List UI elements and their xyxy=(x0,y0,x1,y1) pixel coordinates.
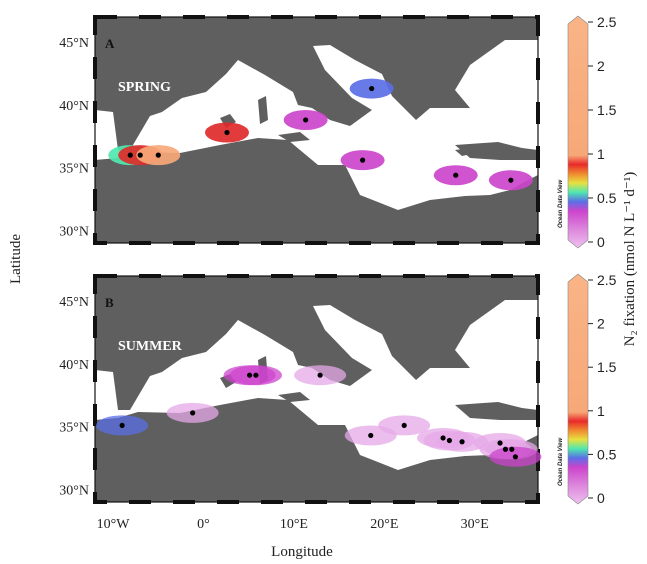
panel-letter-a: A xyxy=(105,36,115,51)
station-dot-summer-2 xyxy=(190,410,196,416)
odv-watermark-b: Ocean Data View xyxy=(558,438,564,486)
season-label-summer: SUMMER xyxy=(118,339,183,354)
colorbar-panel-b: Ocean Data View 2.5 2 1.5 1 0.5 0 xyxy=(558,272,617,506)
y-ticks-panel-b: 45°N 40°N 35°N 30°N xyxy=(59,295,89,498)
station-dot-summer-7 xyxy=(401,422,407,429)
colorbar-tick-label: 0.5 xyxy=(597,446,617,462)
station-dot-summer-3 xyxy=(246,372,253,378)
station-dot-spring-8 xyxy=(453,172,459,178)
land-panel-b xyxy=(95,276,538,502)
colorbar-tick-label: 0 xyxy=(597,490,605,506)
station-dot-spring-1 xyxy=(127,152,133,158)
station-dot-summer-12 xyxy=(502,446,509,452)
station-dot-summer-9 xyxy=(446,437,452,444)
station-dot-summer-5 xyxy=(317,372,323,378)
colorbar-tick-label: 1 xyxy=(597,403,605,419)
map-panel-b: B SUMMER xyxy=(93,274,542,504)
y-tick-label: 35°N xyxy=(59,162,89,177)
colorbar-tick-label: 1 xyxy=(597,146,605,162)
stations-panel-a xyxy=(108,78,533,191)
x-tick-label: 30°E xyxy=(461,517,489,532)
panel-letter-b: B xyxy=(105,295,114,310)
y-tick-label: 35°N xyxy=(59,421,89,436)
station-dot-summer-6 xyxy=(368,432,374,439)
y-tick-label: 45°N xyxy=(59,36,89,51)
station-dot-spring-6 xyxy=(369,85,375,92)
y-tick-label: 30°N xyxy=(59,224,89,239)
x-tick-label: 10°E xyxy=(280,517,308,532)
y-tick-label: 45°N xyxy=(59,295,89,310)
colorbar-tick-label: 0 xyxy=(597,234,605,250)
station-dot-summer-10 xyxy=(459,439,465,445)
x-tick-label: 0° xyxy=(197,517,210,532)
station-dot-summer-4 xyxy=(253,372,259,378)
colorbar-tick-label: 1.5 xyxy=(597,102,617,118)
colorbar-ticks-a: 2.5 2 1.5 1 0.5 0 xyxy=(588,14,617,250)
colorbar-tick-label: 2 xyxy=(597,58,605,74)
y-axis-title: Latitude xyxy=(8,234,24,284)
station-dot-summer-1 xyxy=(119,422,125,429)
station-dot-summer-11 xyxy=(497,440,503,446)
station-dot-spring-4 xyxy=(224,129,230,136)
odv-watermark-a: Ocean Data View xyxy=(558,180,564,228)
colorbar-tick-label: 2.5 xyxy=(597,14,617,30)
x-axis-title: Longitude xyxy=(271,544,333,560)
colorbar-tick-label: 2 xyxy=(597,316,605,332)
station-dot-spring-9 xyxy=(508,177,514,183)
station-dot-summer-13 xyxy=(509,446,515,452)
colorbar-ticks-b: 2.5 2 1.5 1 0.5 0 xyxy=(588,272,617,506)
colorbar-tick-label: 1.5 xyxy=(597,359,617,375)
x-tick-label: 20°E xyxy=(370,517,398,532)
land-panel-a xyxy=(95,17,538,243)
station-dot-spring-3 xyxy=(155,152,161,158)
colorbar-panel-a: Ocean Data View 2.5 2 1.5 1 0.5 0 xyxy=(558,14,617,250)
station-dot-summer-14 xyxy=(512,454,518,460)
map-frame-panel-b xyxy=(93,274,540,504)
stations-panel-b xyxy=(96,365,542,467)
station-dot-spring-2 xyxy=(137,152,143,158)
season-label-spring: SPRING xyxy=(118,80,171,95)
map-panel-a: A SPRING xyxy=(93,15,540,245)
x-ticks: 10°W 0° 10°E 20°E 30°E xyxy=(97,517,489,532)
colorbar-label: N₂ fixation (nmol N L⁻¹ d⁻¹) xyxy=(622,172,638,347)
colorbar-tick-label: 2.5 xyxy=(597,272,617,288)
y-tick-label: 40°N xyxy=(59,99,89,114)
y-tick-label: 30°N xyxy=(59,483,89,498)
y-tick-label: 40°N xyxy=(59,358,89,373)
station-dot-spring-5 xyxy=(303,117,309,123)
colorbar-tick-label: 0.5 xyxy=(597,190,617,206)
y-ticks-panel-a: 45°N 40°N 35°N 30°N xyxy=(59,36,89,239)
map-frame-panel-a xyxy=(93,15,540,245)
station-dot-summer-8 xyxy=(440,435,446,441)
x-tick-label: 10°W xyxy=(97,517,131,532)
station-dot-spring-7 xyxy=(360,157,366,163)
